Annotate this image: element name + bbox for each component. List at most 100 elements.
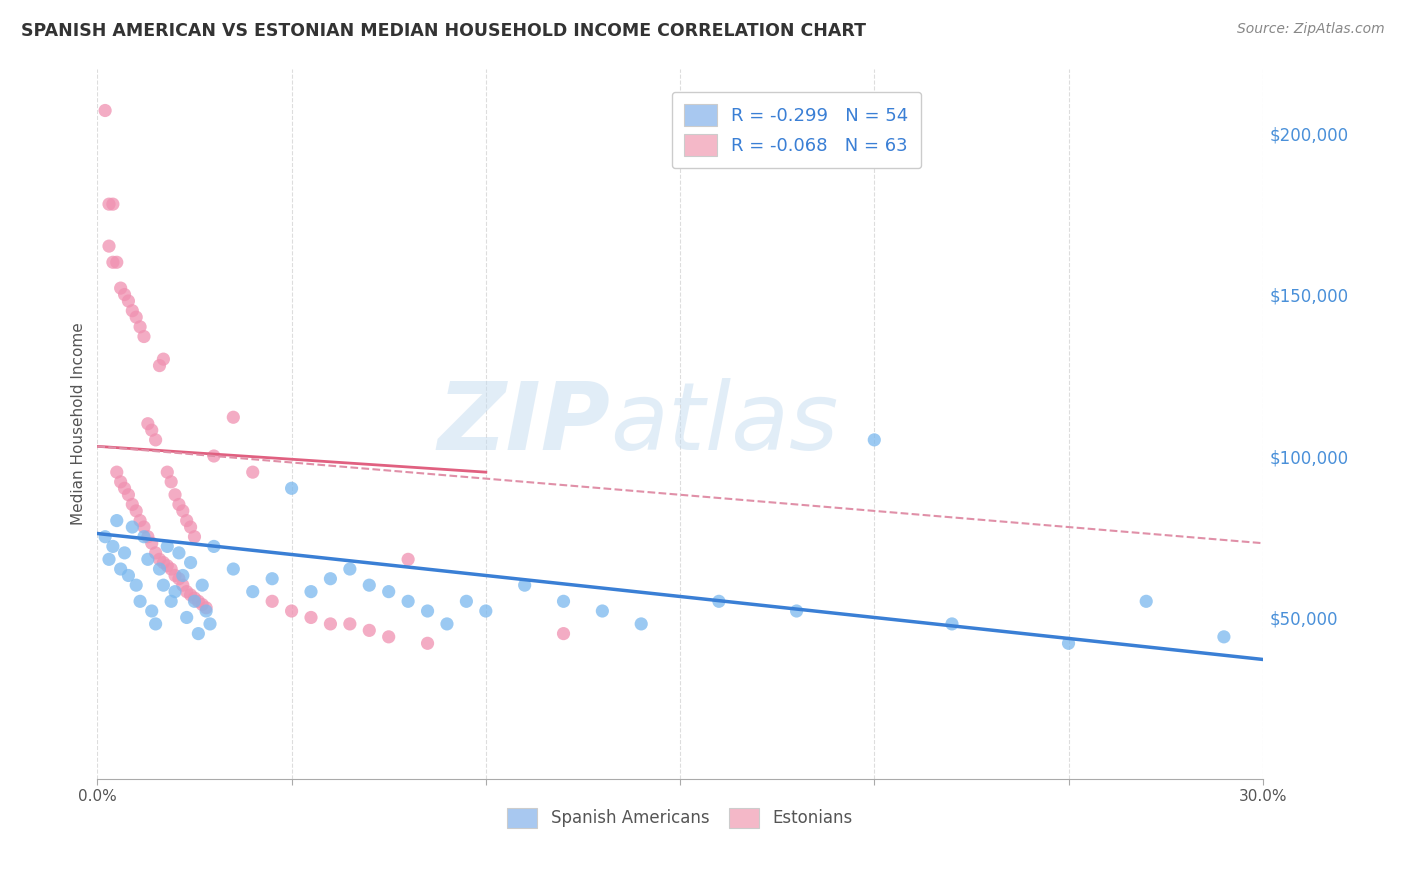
Point — [156, 465, 179, 479]
Point — [377, 630, 399, 644]
Legend: Spanish Americans, Estonians: Spanish Americans, Estonians — [501, 801, 859, 835]
Point — [172, 578, 194, 592]
Point — [110, 562, 132, 576]
Point — [1057, 636, 1080, 650]
Point — [299, 584, 322, 599]
Point — [98, 552, 121, 566]
Point — [145, 616, 167, 631]
Point — [280, 481, 302, 495]
Point — [125, 504, 148, 518]
Point — [98, 239, 121, 253]
Point — [121, 520, 143, 534]
Point — [172, 504, 194, 518]
Point — [152, 578, 174, 592]
Point — [132, 520, 155, 534]
Point — [299, 610, 322, 624]
Point — [101, 197, 124, 211]
Point — [242, 465, 264, 479]
Point — [941, 616, 963, 631]
Point — [121, 303, 143, 318]
Point — [396, 594, 419, 608]
Point — [359, 624, 381, 638]
Point — [176, 610, 198, 624]
Point — [339, 562, 361, 576]
Point — [262, 572, 284, 586]
Point — [513, 578, 536, 592]
Point — [129, 594, 152, 608]
Point — [396, 552, 419, 566]
Point — [202, 449, 225, 463]
Point — [145, 433, 167, 447]
Point — [180, 556, 202, 570]
Point — [163, 488, 186, 502]
Point — [339, 616, 361, 631]
Point — [187, 594, 209, 608]
Point — [195, 600, 218, 615]
Point — [136, 530, 159, 544]
Point — [94, 530, 117, 544]
Point — [105, 514, 128, 528]
Point — [222, 562, 245, 576]
Point — [172, 568, 194, 582]
Point — [553, 594, 575, 608]
Point — [125, 310, 148, 325]
Point — [262, 594, 284, 608]
Point — [180, 520, 202, 534]
Point — [117, 568, 139, 582]
Point — [167, 546, 190, 560]
Point — [195, 604, 218, 618]
Point — [167, 572, 190, 586]
Point — [436, 616, 458, 631]
Point — [191, 598, 214, 612]
Text: SPANISH AMERICAN VS ESTONIAN MEDIAN HOUSEHOLD INCOME CORRELATION CHART: SPANISH AMERICAN VS ESTONIAN MEDIAN HOUS… — [21, 22, 866, 40]
Point — [132, 329, 155, 343]
Point — [222, 410, 245, 425]
Point — [416, 604, 439, 618]
Point — [591, 604, 613, 618]
Point — [416, 636, 439, 650]
Point — [183, 530, 205, 544]
Point — [180, 588, 202, 602]
Point — [148, 359, 170, 373]
Y-axis label: Median Household Income: Median Household Income — [72, 322, 86, 525]
Point — [145, 546, 167, 560]
Point — [1212, 630, 1234, 644]
Point — [117, 293, 139, 308]
Point — [242, 584, 264, 599]
Point — [456, 594, 478, 608]
Point — [114, 287, 136, 301]
Point — [105, 255, 128, 269]
Point — [101, 540, 124, 554]
Point — [101, 255, 124, 269]
Point — [280, 604, 302, 618]
Point — [148, 552, 170, 566]
Point — [1135, 594, 1157, 608]
Point — [156, 558, 179, 573]
Point — [183, 594, 205, 608]
Text: ZIP: ZIP — [437, 377, 610, 470]
Point — [377, 584, 399, 599]
Point — [117, 488, 139, 502]
Text: Source: ZipAtlas.com: Source: ZipAtlas.com — [1237, 22, 1385, 37]
Point — [148, 562, 170, 576]
Point — [553, 626, 575, 640]
Point — [863, 433, 886, 447]
Point — [98, 197, 121, 211]
Point — [187, 626, 209, 640]
Point — [319, 616, 342, 631]
Point — [129, 319, 152, 334]
Point — [191, 578, 214, 592]
Point — [125, 578, 148, 592]
Point — [114, 481, 136, 495]
Point — [152, 352, 174, 367]
Point — [156, 540, 179, 554]
Point — [160, 594, 183, 608]
Point — [105, 465, 128, 479]
Point — [202, 540, 225, 554]
Point — [160, 475, 183, 489]
Point — [141, 536, 163, 550]
Point — [129, 514, 152, 528]
Point — [141, 423, 163, 437]
Point — [152, 556, 174, 570]
Point — [707, 594, 730, 608]
